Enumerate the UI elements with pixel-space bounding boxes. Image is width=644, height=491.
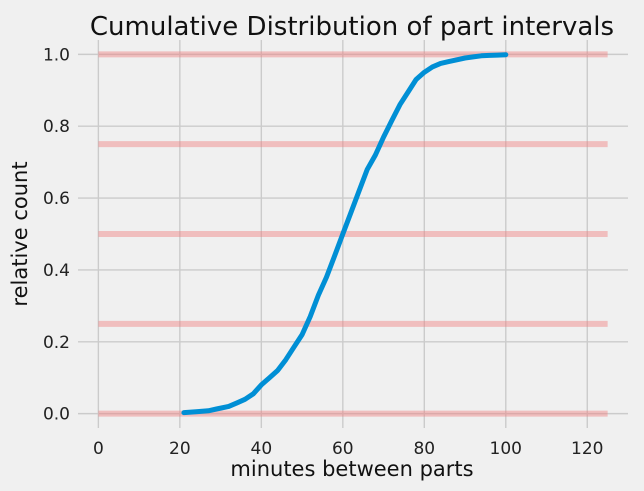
chart-title: Cumulative Distribution of part interval… (90, 12, 614, 42)
y-tick-label: 0.0 (43, 405, 70, 425)
x-tick-label: 60 (332, 439, 354, 459)
x-tick-label: 20 (169, 439, 191, 459)
y-axis-label: relative count (8, 161, 32, 306)
x-tick-label: 0 (93, 439, 104, 459)
y-tick-label: 0.4 (43, 261, 70, 281)
y-tick-labels: 0.0 0.2 0.4 0.6 0.8 1.0 (43, 45, 70, 424)
cdf-series-line (181, 52, 509, 416)
reference-lines (98, 51, 608, 417)
x-tick-label: 120 (571, 439, 603, 459)
y-tick-label: 0.2 (43, 333, 70, 353)
x-tick-label: 80 (413, 439, 435, 459)
x-axis-label: minutes between parts (230, 457, 473, 481)
grid-layer (78, 40, 628, 428)
x-tick-label: 40 (251, 439, 273, 459)
x-tick-labels: 0 20 40 60 80 100 120 (93, 439, 604, 459)
series-layer (181, 52, 509, 416)
y-tick-label: 0.6 (43, 189, 70, 209)
y-tick-label: 0.8 (43, 117, 70, 137)
x-tick-label: 100 (490, 439, 522, 459)
y-tick-label: 1.0 (43, 45, 70, 65)
